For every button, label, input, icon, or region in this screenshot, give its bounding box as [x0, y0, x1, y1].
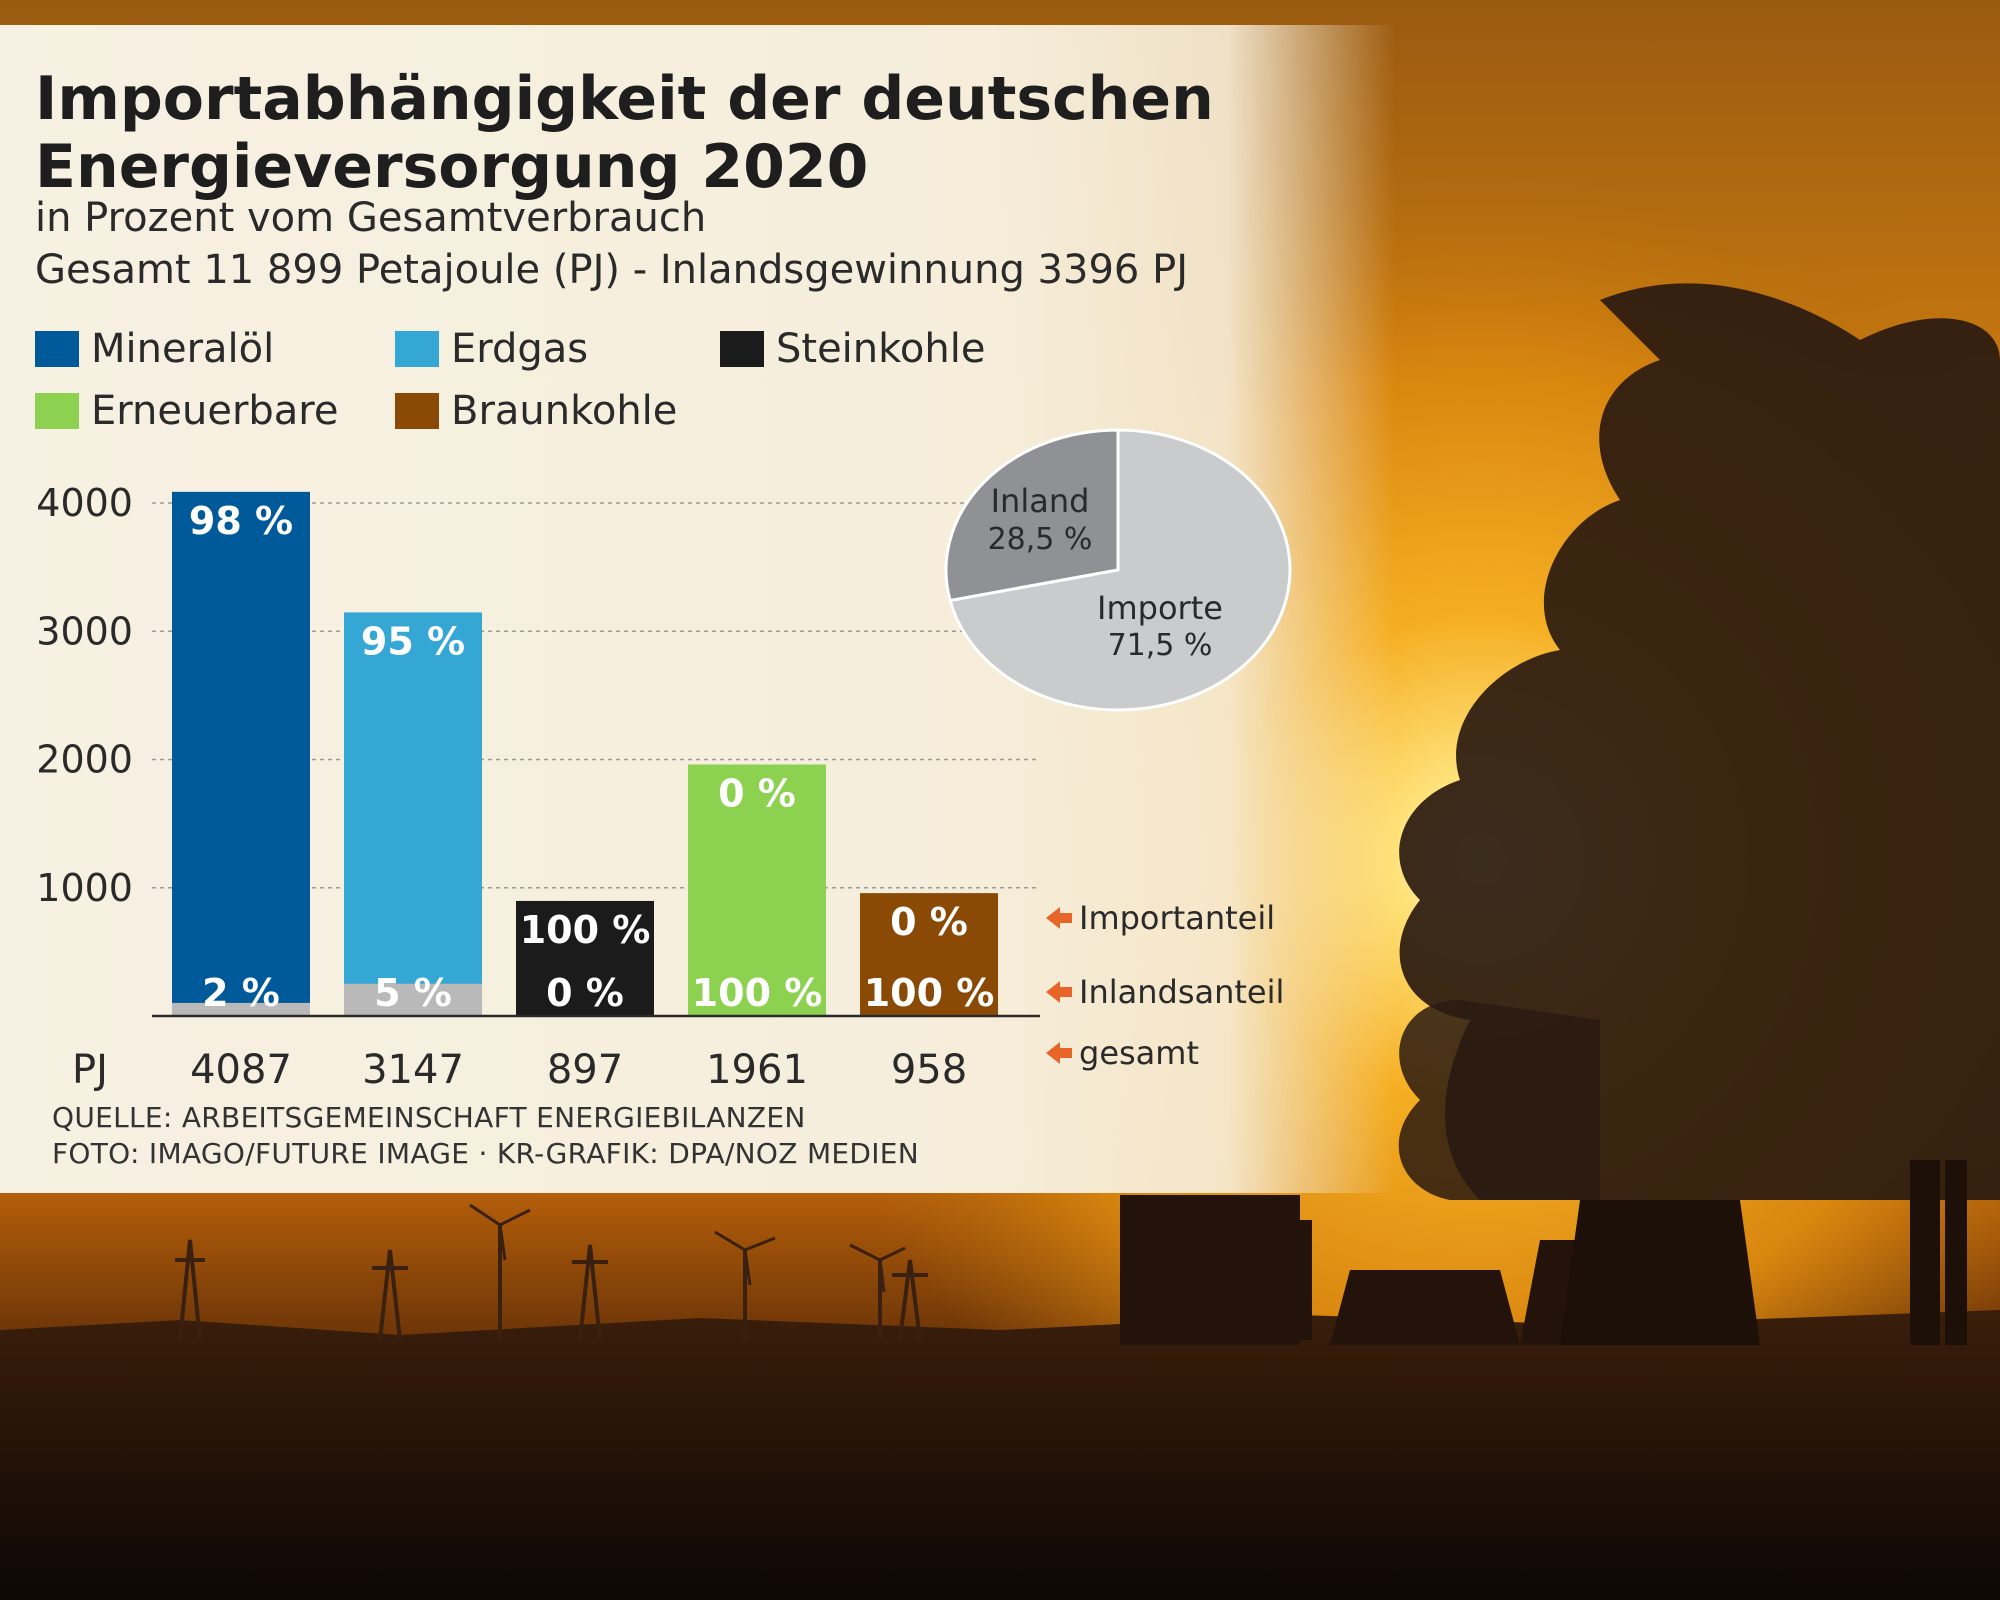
pie-value-inland: 28,5 % [988, 522, 1093, 557]
import-share-label: 0 % [718, 772, 796, 816]
arrow-icon [1046, 981, 1072, 1003]
total-label: 1961 [706, 1047, 808, 1093]
x-unit-label: PJ [72, 1047, 108, 1093]
domestic-share-label: 0 % [546, 971, 624, 1015]
domestic-share-label: 5 % [374, 971, 452, 1015]
legend-item-steinkohle: Steinkohle [720, 325, 985, 373]
total-label: 3147 [362, 1047, 464, 1093]
domestic-share-label: 2 % [202, 971, 280, 1015]
import-share-label: 98 % [189, 499, 293, 543]
legend-item-erneuerbare: Erneuerbare [35, 387, 338, 435]
bar-4 [688, 764, 826, 1016]
arrow-icon [1046, 1042, 1072, 1064]
chart-title: Importabhängigkeit der deutschen Energie… [35, 65, 1355, 201]
import-share-label: 100 % [520, 908, 651, 952]
y-tick-label: 3000 [36, 609, 133, 653]
pie-slice-importe [948, 428, 1292, 712]
legend-label: Steinkohle [776, 326, 986, 372]
legend-item-braunkohle: Braunkohle [395, 387, 677, 435]
bar-domestic-segment [344, 983, 482, 1016]
total-label: 958 [891, 1047, 967, 1093]
pie-label-inland: Inland [991, 482, 1090, 520]
source-line-1: QUELLE: ARBEITSGEMEINSCHAFT ENERGIEBILAN… [52, 1101, 806, 1134]
legend-swatch [35, 331, 79, 367]
legend-item-erdgas: Erdgas [395, 325, 588, 373]
subtitle-line-1: in Prozent vom Gesamtverbrauch [35, 195, 707, 241]
arrow-icon [1046, 907, 1072, 929]
bar-5 [860, 893, 998, 1016]
row-label: Inlandsanteil [1079, 973, 1284, 1011]
total-label: 4087 [190, 1047, 292, 1093]
bar-domestic-segment [172, 1002, 310, 1016]
import-share-label: 0 % [890, 900, 968, 944]
legend-item-mineraloel: Mineralöl [35, 325, 274, 373]
y-tick-label: 2000 [36, 738, 133, 782]
bar-2 [344, 612, 482, 1016]
pie-slice-inland [944, 428, 1120, 603]
source-line-2: FOTO: IMAGO/FUTURE IMAGE · KR-GRAFIK: DP… [52, 1137, 920, 1170]
chart-canvas: 1000 2000 3000 4000 98 % 2 % 4087 95 % 5 % 3147 10… [36, 428, 1292, 1093]
row-label: gesamt [1079, 1034, 1199, 1072]
title-line-1: Importabhängigkeit der deutschen [35, 64, 1214, 134]
legend-label: Erneuerbare [91, 388, 339, 434]
pie-value-importe: 71,5 % [1108, 628, 1213, 663]
domestic-share-label: 100 % [864, 971, 995, 1015]
infographic-panel: Importabhängigkeit der deutschen Energie… [0, 25, 1395, 1193]
bar-1 [172, 491, 310, 1016]
y-tick-label: 1000 [36, 866, 133, 910]
import-share-label: 95 % [361, 619, 465, 663]
domestic-share-label: 100 % [692, 971, 823, 1015]
legend-swatch [395, 393, 439, 429]
legend-label: Mineralöl [91, 326, 275, 372]
legend-label: Braunkohle [451, 388, 678, 434]
legend-label: Erdgas [451, 326, 589, 372]
bar-3 [516, 900, 654, 1016]
title-line-2: Energieversorgung 2020 [35, 132, 869, 202]
legend-swatch [35, 393, 79, 429]
legend-swatch [395, 331, 439, 367]
legend-swatch [720, 331, 764, 367]
pie-label-importe: Importe [1097, 589, 1223, 627]
row-label: Importanteil [1079, 899, 1275, 937]
y-tick-label: 4000 [36, 481, 133, 525]
subtitle-line-2: Gesamt 11 899 Petajoule (PJ) - Inlandsge… [35, 247, 1188, 293]
total-label: 897 [547, 1047, 623, 1093]
